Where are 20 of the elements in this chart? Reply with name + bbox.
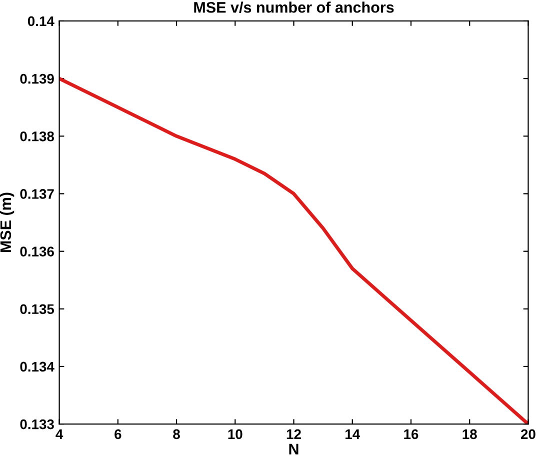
y-tick-label: 0.14 [28, 16, 54, 26]
x-axis-title: N [289, 444, 298, 454]
y-tick-label: 0.133 [20, 419, 54, 430]
x-tick-label: 6 [114, 429, 122, 440]
y-axis-title: MSE (m) [0, 192, 14, 252]
x-tick-label: 8 [173, 429, 180, 440]
x-tick-label: 20 [520, 429, 536, 440]
y-tick-label: 0.136 [20, 246, 54, 256]
y-tick-label: 0.135 [20, 304, 54, 314]
y-tick-label: 0.139 [20, 74, 54, 84]
chart-title: MSE v/s number of anchors [194, 2, 394, 13]
y-tick-label: 0.138 [20, 131, 54, 142]
y-tick-label: 0.137 [20, 189, 54, 199]
x-tick-label: 16 [404, 429, 418, 440]
x-tick-label: 14 [346, 429, 360, 439]
x-tick-label: 4 [56, 429, 64, 439]
y-tick-label: 0.134 [20, 362, 54, 372]
x-tick-label: 12 [286, 429, 301, 439]
x-tick-label: 10 [228, 429, 242, 440]
x-tick-label: 18 [462, 429, 477, 440]
